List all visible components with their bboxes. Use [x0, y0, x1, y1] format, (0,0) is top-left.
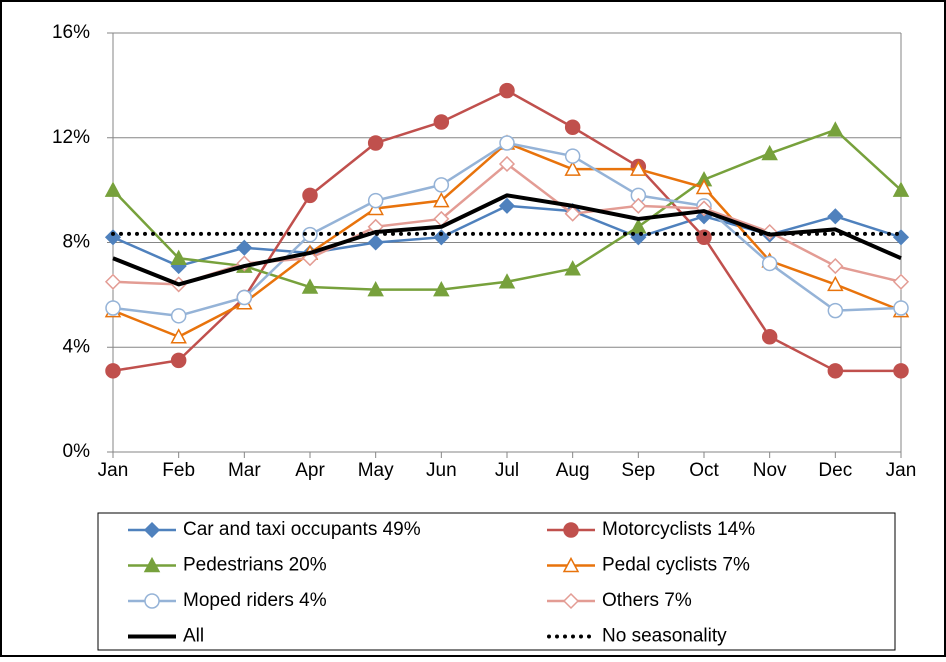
- legend-marker: [562, 592, 580, 610]
- data-point: [367, 234, 384, 251]
- legend-box: [97, 512, 896, 651]
- legend-label: Moped riders 4%: [183, 590, 327, 611]
- data-point: [498, 155, 516, 172]
- data-point: [564, 205, 581, 222]
- x-tick-label: Oct: [689, 460, 719, 481]
- data-point: [564, 260, 581, 276]
- data-point: [827, 208, 844, 225]
- y-tick-label: 16%: [52, 22, 90, 43]
- x-tick-label: Aug: [556, 460, 590, 481]
- data-point: [433, 281, 450, 297]
- data-point: [302, 226, 318, 243]
- data-point: [761, 255, 778, 272]
- data-point: [498, 273, 516, 289]
- data-point: [433, 114, 450, 130]
- data-point: [630, 218, 647, 234]
- legend-marker: [143, 521, 161, 539]
- data-point: [564, 160, 581, 176]
- legend-marker: [144, 593, 160, 609]
- legend-label: Others 7%: [602, 590, 692, 611]
- data-point: [892, 273, 910, 290]
- data-point: [892, 181, 910, 197]
- x-tick-label: Jun: [426, 460, 457, 481]
- data-point: [499, 82, 515, 99]
- data-point: [236, 289, 253, 306]
- legend-label: No seasonality: [602, 626, 727, 647]
- y-tick-label: 4%: [63, 336, 91, 357]
- data-point: [170, 308, 187, 324]
- series: [105, 135, 909, 324]
- data-point: [695, 178, 713, 195]
- y-tick-label: 8%: [63, 232, 91, 253]
- x-tick-label: Mar: [228, 460, 261, 481]
- legend-label: Car and taxi occupants 49%: [183, 519, 421, 540]
- data-point: [433, 177, 450, 193]
- data-point: [893, 363, 909, 379]
- data-point: [827, 363, 844, 379]
- data-point: [564, 148, 581, 164]
- legend-label: All: [183, 626, 204, 647]
- legend-marker: [562, 556, 580, 573]
- y-tick-label: 12%: [52, 127, 90, 148]
- data-point: [893, 300, 909, 316]
- data-point: [433, 229, 450, 246]
- data-point: [367, 281, 384, 297]
- x-tick-label: Jul: [495, 460, 519, 481]
- data-point: [170, 249, 187, 265]
- data-point: [170, 352, 187, 369]
- data-point: [499, 135, 515, 151]
- x-tick-label: Feb: [162, 460, 195, 481]
- legend-marker: [143, 556, 161, 573]
- data-point: [302, 187, 318, 204]
- legend-label: Pedestrians 20%: [183, 555, 327, 576]
- data-point: [630, 160, 647, 176]
- data-point: [630, 197, 647, 214]
- data-point: [170, 328, 187, 344]
- y-tick-label: 0%: [63, 441, 91, 462]
- data-point: [827, 258, 844, 275]
- legend-marker: [563, 522, 579, 538]
- x-tick-label: Nov: [753, 460, 787, 481]
- legend-label: Pedal cyclists 7%: [602, 555, 750, 576]
- data-point: [498, 197, 516, 214]
- data-point: [367, 135, 384, 151]
- data-point: [696, 229, 712, 246]
- data-point: [104, 273, 122, 290]
- data-point: [827, 275, 844, 292]
- data-point: [105, 363, 121, 379]
- data-point: [105, 300, 121, 316]
- data-point: [301, 278, 319, 294]
- data-point: [104, 229, 122, 246]
- legend-label: Motorcyclists 14%: [602, 519, 755, 540]
- data-point: [761, 144, 778, 161]
- data-point: [827, 302, 844, 319]
- data-point: [236, 239, 253, 256]
- x-tick-label: Sep: [621, 460, 655, 481]
- x-tick-label: Apr: [295, 460, 325, 481]
- x-tick-label: Jan: [98, 460, 129, 481]
- data-point: [433, 192, 450, 208]
- data-point: [761, 329, 778, 345]
- data-point: [827, 121, 844, 137]
- data-point: [104, 181, 122, 197]
- x-tick-label: Jan: [886, 460, 917, 481]
- x-tick-label: May: [358, 460, 394, 481]
- x-tick-label: Dec: [818, 460, 852, 481]
- data-point: [564, 119, 581, 136]
- data-point: [367, 192, 384, 209]
